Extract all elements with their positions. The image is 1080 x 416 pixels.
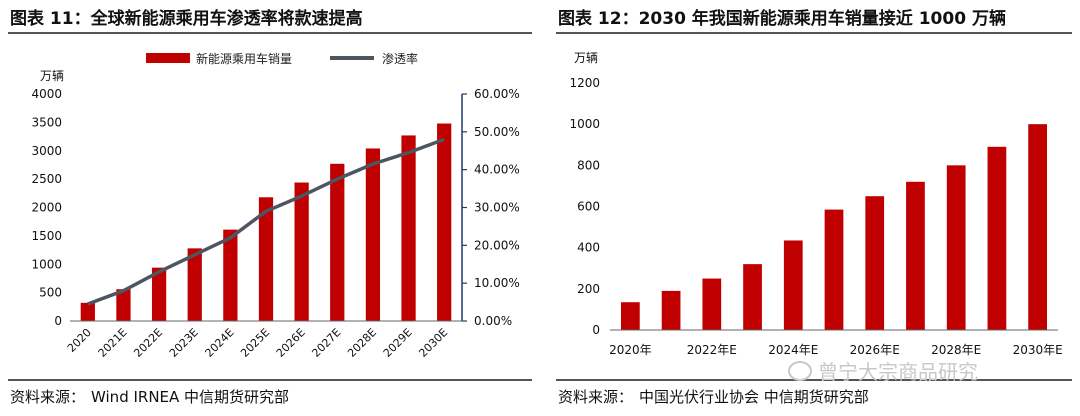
x-tick-label: 2020: [65, 326, 94, 355]
y-tick-label: 3500: [31, 115, 62, 129]
bar: [330, 163, 345, 321]
y2-tick-label: 0.00%: [474, 314, 512, 328]
bar: [946, 165, 966, 330]
bar: [401, 135, 416, 321]
bar: [620, 302, 640, 330]
x-tick-label: 2028E: [345, 326, 379, 360]
y2-tick-label: 30.00%: [474, 201, 520, 215]
left-source: 资料来源： Wind IRNEA 中信期货研究部: [10, 386, 295, 407]
y2-tick-label: 60.00%: [474, 87, 520, 101]
x-tick-label: 2025E: [238, 326, 272, 360]
left-chart-title: 图表 11：全球新能源乘用车渗透率将款速提高: [10, 4, 363, 29]
right-source-label: 资料来源：: [558, 388, 634, 406]
bar: [258, 197, 274, 321]
bar: [661, 290, 681, 330]
x-tick-label: 2030年E: [1013, 343, 1063, 357]
bar: [294, 182, 309, 321]
bar: [743, 264, 762, 330]
bar: [80, 302, 95, 321]
y2-tick-label: 50.00%: [474, 125, 520, 139]
legend-label-bar: 新能源乘用车销量: [196, 51, 292, 66]
x-tick-label: 2020年: [609, 343, 652, 357]
left-title-rule: [8, 32, 532, 34]
left-axis-unit: 万辆: [40, 69, 64, 83]
right-source-text: 中国光伏行业协会 中信期货研究部: [639, 388, 869, 406]
x-tick-label: 2022年E: [687, 343, 737, 357]
right-figure-label: 图表 12：: [558, 9, 639, 29]
right-axis-unit: 万辆: [574, 51, 598, 65]
right-source-rule: [556, 379, 1072, 381]
x-tick-label: 2023E: [167, 326, 201, 360]
x-tick-label: 2026E: [274, 326, 308, 360]
bar: [151, 267, 167, 321]
left-figure-label: 图表 11：: [10, 9, 91, 29]
x-tick-label: 2022E: [131, 326, 165, 360]
y-tick-label: 1500: [31, 229, 62, 243]
x-tick-label: 2021E: [96, 326, 130, 360]
bar: [365, 148, 381, 321]
right-chart-panel: 图表 12：2030 年我国新能源乘用车销量接近 1000 万辆 万辆 0 200 4…: [548, 0, 1080, 416]
left-source-text: Wind IRNEA 中信期货研究部: [91, 388, 290, 406]
y2-tick-label: 40.00%: [474, 163, 520, 177]
y-tick-label: 1000: [569, 117, 600, 131]
bar: [906, 181, 925, 330]
y-tick-label: 400: [577, 241, 600, 255]
y-tick-label: 600: [577, 200, 600, 214]
x-tick-label: 2024E: [203, 326, 237, 360]
bar: [1028, 124, 1048, 331]
right-title-text: 2030 年我国新能源乘用车销量接近 1000 万辆: [638, 9, 1006, 29]
right-source: 资料来源： 中国光伏行业协会 中信期货研究部: [558, 386, 875, 407]
y-tick-label: 2500: [31, 172, 62, 186]
y-tick-label: 2000: [31, 201, 62, 215]
y-tick-label: 4000: [31, 87, 62, 101]
legend-swatch-bar: [146, 53, 190, 63]
bar: [987, 146, 1007, 330]
left-chart-panel: 图表 11：全球新能源乘用车渗透率将款速提高 新能源乘用车销量 渗透率万辆 0 500…: [8, 4, 532, 407]
y2-tick-label: 20.00%: [474, 238, 520, 252]
y-tick-label: 0: [54, 314, 62, 328]
bar: [865, 196, 885, 330]
wechat-icon: [788, 361, 812, 381]
y2-tick-label: 10.00%: [474, 276, 520, 290]
y-tick-label: 500: [39, 286, 62, 300]
bar: [824, 209, 844, 330]
bar: [187, 248, 202, 321]
bar: [783, 240, 803, 330]
y-tick-label: 800: [577, 158, 600, 172]
left-title-text: 全球新能源乘用车渗透率将款速提高: [90, 9, 363, 29]
y-tick-label: 200: [577, 282, 600, 296]
watermark: 曾宁大宗商品研究: [788, 356, 978, 385]
left-source-rule: [8, 379, 532, 381]
watermark-text: 曾宁大宗商品研究: [818, 360, 978, 384]
bar: [437, 123, 452, 321]
bar: [223, 229, 238, 321]
penetration-line: [87, 137, 445, 306]
y-tick-label: 1000: [31, 257, 62, 271]
legend-label-line: 渗透率: [382, 51, 418, 66]
x-tick-label: 2029E: [381, 326, 415, 360]
y-tick-label: 1200: [569, 76, 600, 90]
right-title-rule: [556, 32, 1072, 34]
x-tick-label: 2027E: [309, 326, 343, 360]
bar: [116, 289, 131, 321]
x-tick-label: 2030E: [416, 326, 450, 360]
right-chart-svg: 万辆 0 200 400 600 800 1000 1200 2020年 2022年E 2024年E…: [569, 51, 1063, 357]
y-tick-label: 0: [592, 323, 600, 337]
x-tick-label: 2028年E: [931, 343, 981, 357]
x-tick-label: 2024年E: [768, 343, 818, 357]
x-tick-label: 2026年E: [850, 343, 900, 357]
left-source-label: 资料来源：: [10, 388, 86, 406]
bar: [702, 278, 722, 330]
right-chart-title: 图表 12：2030 年我国新能源乘用车销量接近 1000 万辆: [558, 4, 1006, 29]
y-tick-label: 3000: [31, 144, 62, 158]
